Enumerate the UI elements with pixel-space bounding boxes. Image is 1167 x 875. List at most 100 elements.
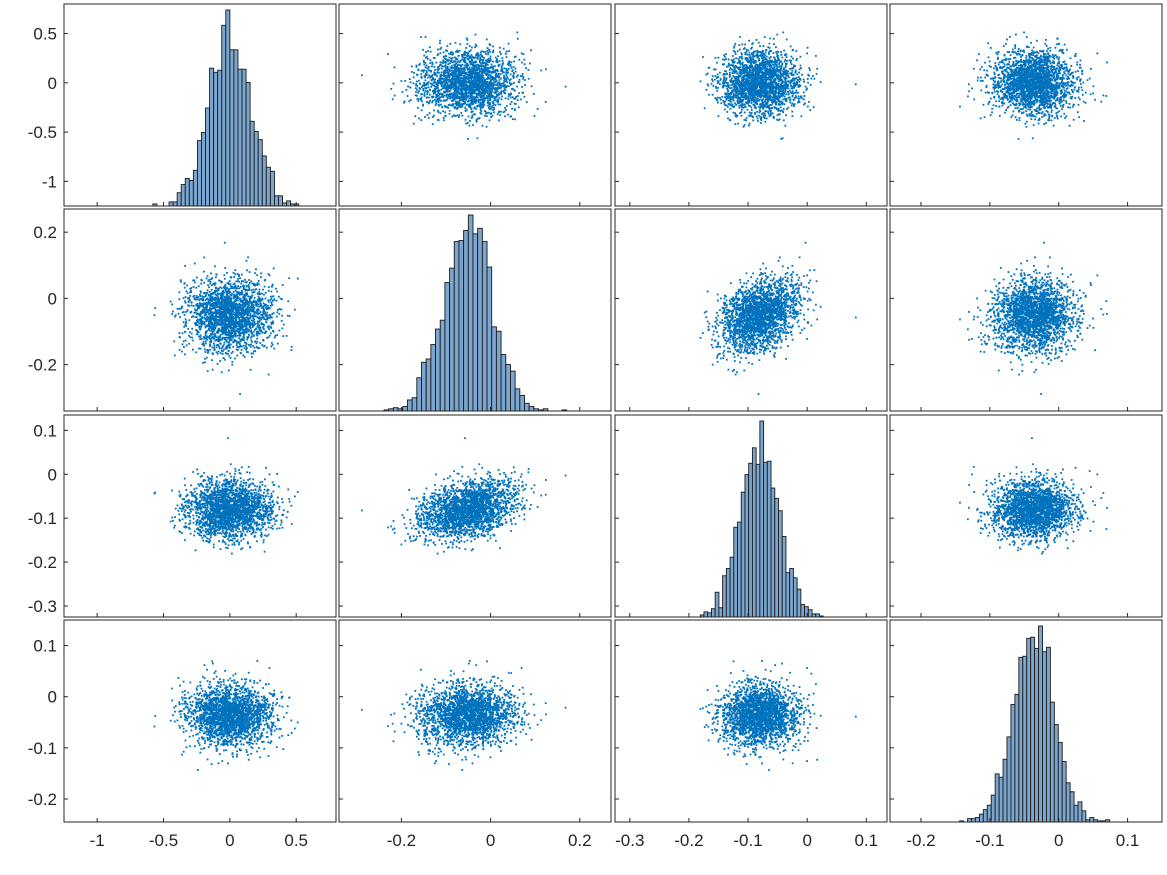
- scatter-point: [479, 62, 482, 65]
- scatter-point: [469, 49, 472, 52]
- scatter-point: [760, 119, 763, 121]
- scatter-point: [487, 86, 490, 89]
- scatter-point: [796, 81, 798, 83]
- scatter-point: [422, 103, 424, 106]
- scatter-point: [799, 78, 801, 81]
- scatter-point: [488, 119, 491, 122]
- scatter-point: [1036, 84, 1039, 87]
- scatter-point: [756, 52, 759, 55]
- scatter-point: [730, 84, 733, 87]
- scatter-point: [488, 105, 491, 108]
- scatter-point: [448, 85, 450, 88]
- scatter-point: [748, 114, 751, 117]
- scatter-point: [494, 69, 496, 72]
- scatter-point: [441, 106, 444, 109]
- scatter-point: [785, 62, 788, 65]
- scatter-point: [755, 107, 757, 109]
- scatter-point: [764, 64, 767, 67]
- scatter-point: [746, 73, 749, 76]
- scatter-point: [793, 77, 796, 80]
- scatter-point: [747, 100, 750, 103]
- scatter-point: [457, 71, 460, 73]
- scatter-point: [751, 72, 754, 74]
- scatter-point: [496, 87, 499, 89]
- scatter-point: [766, 102, 769, 105]
- scatter-point: [418, 82, 421, 85]
- scatter-point: [491, 78, 494, 81]
- scatter-point: [787, 83, 789, 86]
- scatter-point: [804, 102, 806, 105]
- scatter-point: [777, 88, 780, 90]
- scatter-point: [480, 71, 483, 74]
- scatter-point: [504, 106, 506, 109]
- scatter-point: [451, 75, 454, 77]
- scatter-point: [493, 97, 496, 100]
- scatter-point: [754, 93, 756, 96]
- scatter-point: [436, 87, 439, 89]
- scatter-point: [464, 110, 467, 112]
- scatter-point: [762, 106, 765, 109]
- scatter-point: [453, 114, 455, 117]
- histogram-bar: [253, 131, 259, 207]
- scatter-point: [492, 95, 494, 97]
- scatter-point: [787, 85, 789, 88]
- scatter-point: [806, 78, 809, 80]
- scatter-point: [507, 71, 509, 74]
- scatter-point: [765, 117, 768, 120]
- scatter-point: [487, 106, 490, 109]
- scatter-point: [778, 96, 781, 99]
- scatter-point: [483, 67, 486, 70]
- scatter-point: [420, 93, 423, 96]
- scatter-point: [505, 69, 508, 72]
- scatter-point: [444, 115, 447, 118]
- scatter-point: [484, 50, 487, 53]
- scatter-point: [487, 48, 490, 51]
- scatter-point: [752, 99, 755, 102]
- scatter-point: [774, 83, 777, 86]
- scatter-point: [494, 99, 497, 102]
- scatter-point: [507, 98, 510, 100]
- scatter-point: [736, 96, 738, 99]
- scatter-point: [764, 104, 767, 106]
- scatter-point: [768, 47, 771, 49]
- scatter-point: [487, 96, 490, 98]
- scatter-point: [808, 74, 810, 77]
- scatter-point: [736, 50, 739, 53]
- scatter-point: [487, 75, 489, 78]
- scatter-point: [507, 77, 509, 80]
- scatter-point: [783, 60, 786, 63]
- scatter-point: [436, 68, 439, 71]
- scatter-point: [479, 106, 482, 109]
- scatter-point: [480, 67, 483, 70]
- scatter-point: [469, 86, 472, 89]
- scatter-point: [751, 98, 753, 101]
- scatter-point: [1004, 86, 1006, 89]
- scatter-point: [764, 120, 767, 123]
- scatter-point: [762, 114, 765, 116]
- scatter-point: [766, 73, 769, 76]
- scatter-point: [484, 92, 487, 94]
- scatter-point: [783, 90, 786, 93]
- scatter-point: [711, 75, 714, 78]
- scatter-point: [769, 94, 772, 97]
- scatter-point: [490, 107, 492, 110]
- scatter-point: [763, 81, 766, 83]
- scatter-point: [742, 125, 745, 128]
- scatter-point: [732, 89, 735, 91]
- scatter-point: [785, 93, 787, 96]
- scatter-point: [453, 94, 456, 97]
- scatter-point: [788, 76, 790, 79]
- scatter-point: [473, 68, 476, 71]
- scatter-point: [457, 79, 460, 82]
- scatter-point: [479, 112, 482, 114]
- scatter-point: [797, 97, 800, 100]
- scatter-point: [484, 110, 487, 113]
- scatter-point: [727, 65, 730, 67]
- scatter-point: [776, 61, 778, 64]
- scatter-point: [461, 54, 464, 56]
- scatter-point: [759, 45, 761, 48]
- scatter-point: [755, 76, 758, 78]
- scatter-point: [728, 92, 731, 95]
- scatter-point: [463, 69, 466, 72]
- scatter-point: [766, 67, 769, 70]
